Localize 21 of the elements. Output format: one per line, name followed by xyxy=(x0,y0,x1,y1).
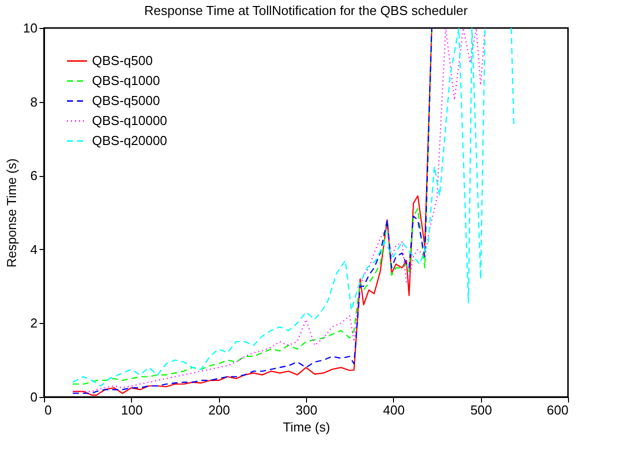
y-tick-label: 2 xyxy=(30,316,38,331)
x-tick-label: 100 xyxy=(120,402,143,418)
y-axis-title: Response Time (s) xyxy=(4,158,20,268)
y-tick-label: 6 xyxy=(30,168,38,184)
y-tick-label: 4 xyxy=(30,242,38,257)
legend-label: QBS-q1000 xyxy=(92,73,160,88)
chart-title: Response Time at TollNotification for the QBS scheduler xyxy=(144,3,468,18)
x-tick-label: 0 xyxy=(44,402,52,418)
y-tick-label: 10 xyxy=(23,20,38,36)
x-tick-label: 300 xyxy=(296,402,318,418)
legend-label: QBS-q5000 xyxy=(92,93,160,108)
x-tick-label: 500 xyxy=(470,402,492,418)
x-axis-title: Time (s) xyxy=(282,420,330,434)
x-tick-label: 200 xyxy=(208,402,230,418)
y-tick-label: 8 xyxy=(30,94,38,110)
legend-label: QBS-q10000 xyxy=(92,113,168,128)
x-tick-label: 600 xyxy=(546,402,568,418)
x-tick-label: 400 xyxy=(382,402,405,418)
legend-label: QBS-q20000 xyxy=(92,133,168,148)
legend-label: QBS-q500 xyxy=(92,53,153,68)
y-tick-label: 0 xyxy=(30,390,38,404)
